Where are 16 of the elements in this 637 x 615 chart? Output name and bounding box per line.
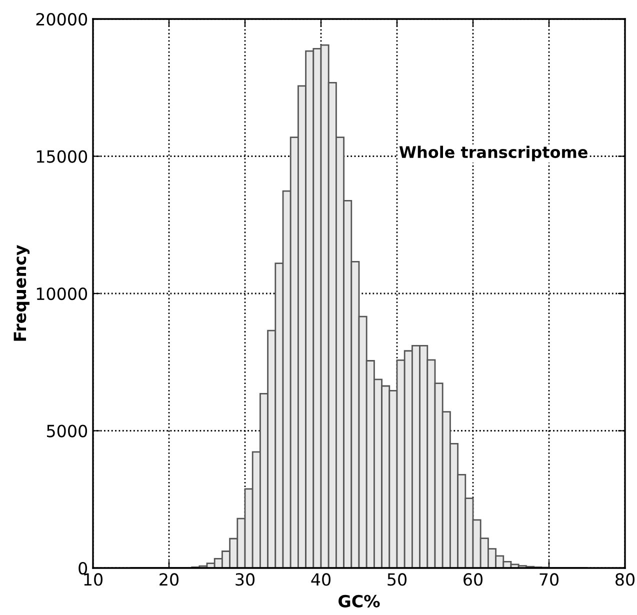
x-tick-label: 60: [464, 573, 482, 586]
x-axis-title: GC%: [338, 594, 380, 608]
y-axis-title: Frequency: [14, 245, 30, 341]
y-tick-label: 10000: [36, 287, 88, 300]
y-tick-label: 0: [78, 562, 88, 575]
x-tick-label: 10: [84, 573, 102, 586]
x-tick-label: 50: [388, 573, 406, 586]
x-tick-label: 80: [616, 573, 634, 586]
annotation: Whole transcriptome: [399, 146, 588, 162]
x-tick-label: 40: [311, 573, 330, 586]
x-tick-label: 20: [160, 573, 178, 586]
x-tick-label: 30: [236, 573, 254, 586]
y-tick-label: 20000: [36, 12, 88, 26]
x-tick-label: 70: [540, 573, 558, 586]
y-tick-label: 5000: [47, 424, 88, 438]
y-tick-label: 15000: [36, 150, 88, 163]
